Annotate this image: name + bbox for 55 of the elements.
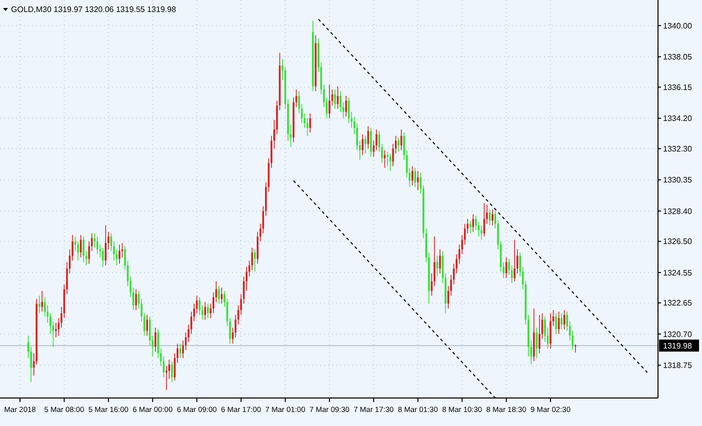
y-tick-label: 1320.70 bbox=[663, 330, 692, 339]
candlestick bbox=[480, 224, 482, 240]
y-tick-label: 1326.50 bbox=[663, 237, 692, 246]
y-tick-label: 1334.20 bbox=[663, 114, 692, 124]
candlestick bbox=[41, 290, 44, 312]
candlestick bbox=[38, 295, 40, 314]
y-tick-label: 1332.30 bbox=[663, 144, 692, 154]
candlestick bbox=[514, 239, 516, 282]
candlestick bbox=[82, 236, 84, 263]
candlestick bbox=[102, 247, 104, 268]
candlestick bbox=[206, 303, 209, 318]
candlestick bbox=[533, 308, 535, 362]
candlestick bbox=[555, 312, 557, 334]
candlestick bbox=[550, 312, 552, 349]
candlestick bbox=[146, 314, 148, 336]
candlestick bbox=[334, 89, 336, 110]
candlestick bbox=[204, 302, 206, 320]
candlestick bbox=[309, 113, 312, 134]
candlestick bbox=[560, 312, 562, 330]
candlestick bbox=[154, 327, 156, 352]
y-tick-label: 1338.05 bbox=[663, 52, 692, 62]
y-tick-label: 1340.00 bbox=[663, 21, 692, 30]
candlestick bbox=[218, 286, 220, 304]
y-tick-label: 1330.35 bbox=[663, 176, 692, 185]
candlestick bbox=[171, 360, 173, 382]
candlestick bbox=[198, 296, 201, 316]
candlestick bbox=[364, 135, 366, 154]
y-tick-label: 1322.65 bbox=[663, 298, 692, 308]
candlestick bbox=[538, 314, 540, 354]
candlestick bbox=[118, 244, 120, 264]
candlestick bbox=[328, 84, 330, 119]
y-tick-label: 1336.15 bbox=[663, 82, 692, 92]
candlestick bbox=[96, 236, 98, 255]
candlestick bbox=[492, 208, 494, 226]
candlestick bbox=[370, 127, 372, 158]
candlestick bbox=[414, 167, 416, 188]
ref-line-label: 1319.98 bbox=[663, 341, 692, 350]
candlestick bbox=[398, 137, 400, 152]
candlestick bbox=[254, 248, 256, 272]
candlestick bbox=[55, 322, 57, 338]
candlestick bbox=[77, 240, 79, 261]
text: GOLD,M30 1319.97 1320.06 1319.55 1319.98 bbox=[11, 5, 177, 14]
candlestick bbox=[345, 96, 347, 118]
y-tick-label: 1328.40 bbox=[663, 206, 692, 216]
candlestick bbox=[362, 134, 364, 156]
candlestick bbox=[416, 170, 419, 191]
y-tick-label: 1318.75 bbox=[663, 361, 692, 370]
candlestick bbox=[411, 166, 414, 186]
candlestick bbox=[306, 118, 308, 136]
candlestick bbox=[386, 151, 388, 167]
candlestick bbox=[135, 288, 137, 310]
candlestick bbox=[574, 344, 576, 353]
y-tick-label: 1324.55 bbox=[663, 268, 692, 278]
candlestick bbox=[439, 248, 441, 274]
candlestick bbox=[469, 220, 472, 234]
